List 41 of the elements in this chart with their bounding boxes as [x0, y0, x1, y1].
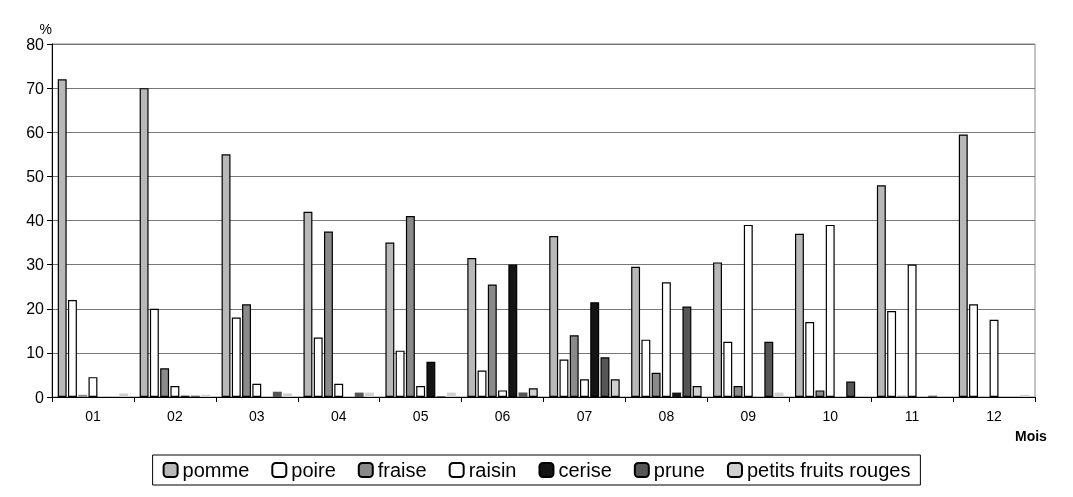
y-tick-label: 60: [26, 123, 45, 141]
legend-label: pomme: [182, 459, 250, 481]
y-axis-title: %: [39, 21, 52, 38]
bar: [354, 392, 364, 397]
x-tick-label: 04: [330, 408, 347, 424]
y-tick-label: 20: [26, 300, 45, 318]
bar: [272, 391, 282, 397]
legend-label: cerise: [558, 459, 612, 481]
x-tick-label: 02: [167, 408, 183, 424]
legend-label: petits fruits rouges: [746, 459, 911, 481]
y-tick-label: 40: [26, 212, 45, 229]
y-tick-label: 30: [26, 256, 45, 274]
x-axis-title: Mois: [1015, 428, 1048, 444]
y-tick-label: 50: [26, 167, 45, 185]
bar: [283, 393, 293, 397]
x-tick-label: 07: [576, 408, 593, 424]
legend-label: raisin: [468, 459, 517, 481]
bar: [1020, 394, 1030, 397]
bar: [446, 392, 456, 397]
bar: [365, 392, 374, 397]
bar: [201, 394, 211, 397]
x-tick-label: 11: [904, 408, 920, 424]
bar: [774, 392, 784, 397]
x-tick-label: 08: [658, 408, 675, 424]
y-tick-label: 0: [35, 388, 45, 406]
y-tick-label: 70: [26, 79, 45, 97]
bar: [672, 392, 682, 397]
x-tick-label: 05: [412, 408, 429, 424]
x-tick-label: 03: [249, 408, 265, 424]
x-tick-label: 09: [740, 408, 757, 424]
legend-label: prune: [653, 459, 705, 481]
x-tick-label: 12: [986, 408, 1003, 424]
y-tick-label: 10: [26, 344, 45, 362]
bar: [518, 392, 528, 397]
legend-label: poire: [291, 459, 336, 481]
x-tick-label: 06: [494, 408, 511, 424]
y-tick-label: 80: [26, 35, 45, 53]
bar: [119, 393, 129, 397]
x-tick-label: 10: [822, 408, 839, 424]
legend-label: fraise: [377, 459, 427, 481]
x-tick-label: 01: [85, 408, 101, 424]
